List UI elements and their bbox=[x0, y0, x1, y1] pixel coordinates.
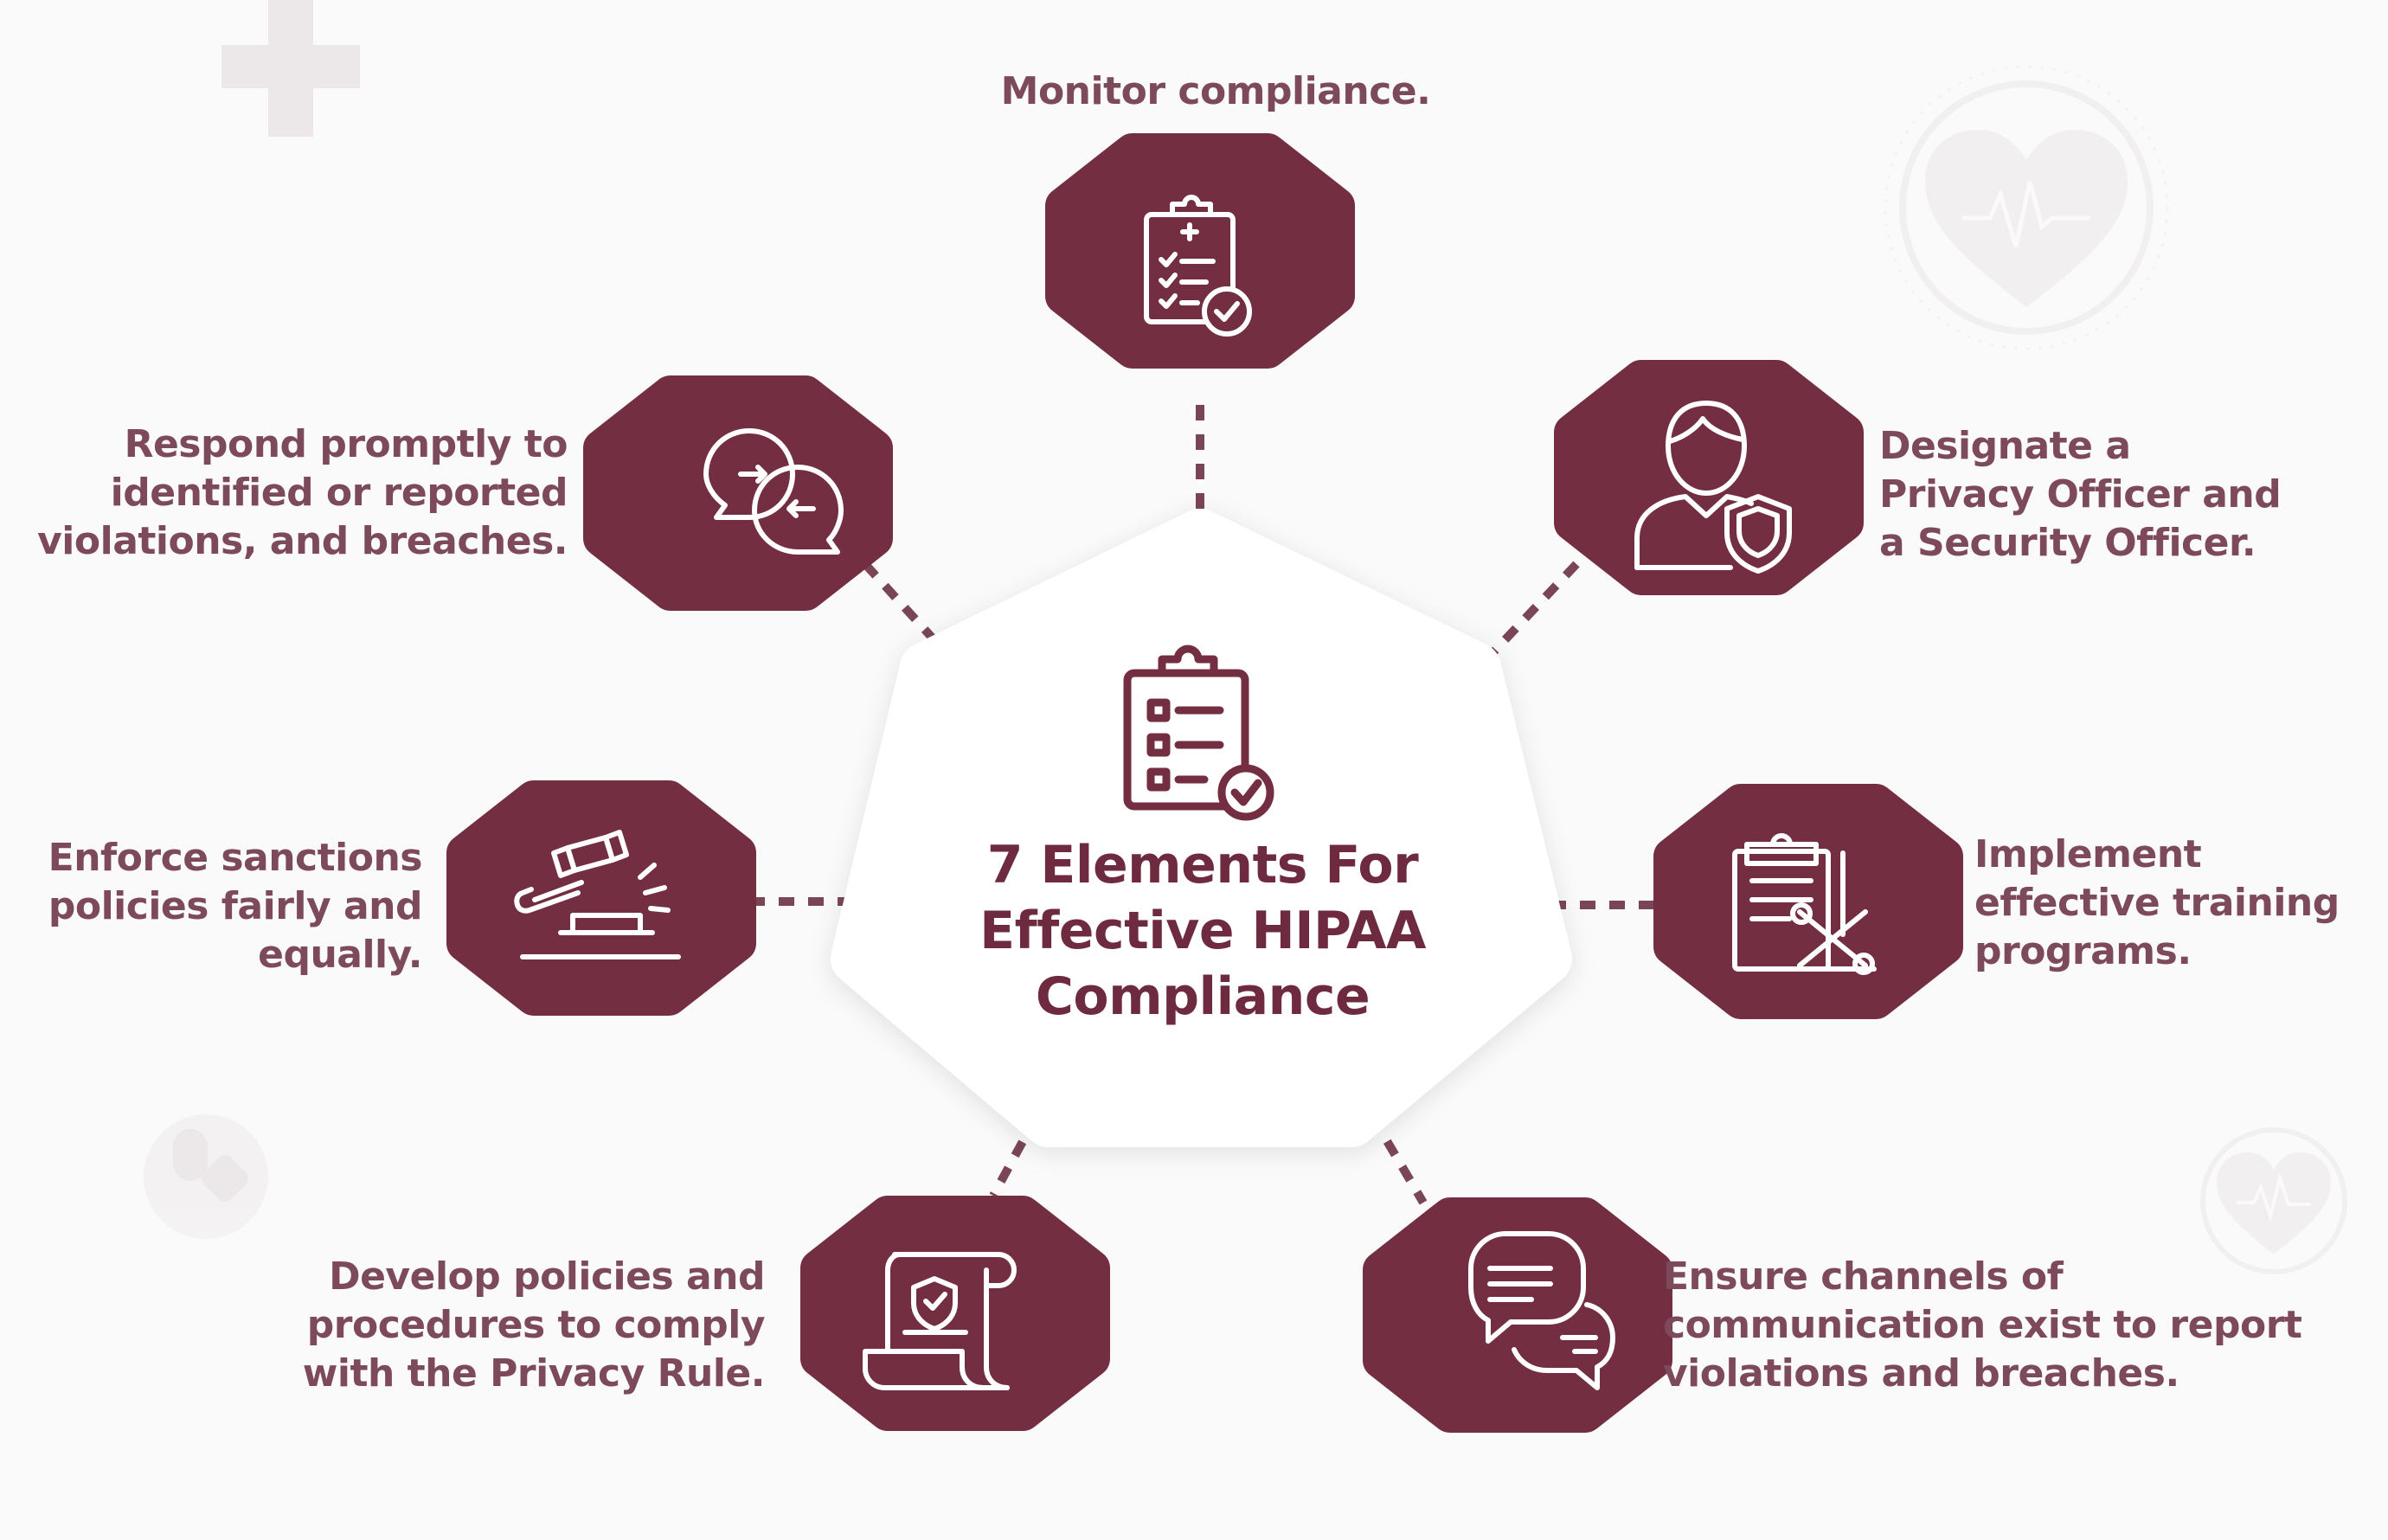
label-sanctions: Enforce sanctions policies fairly and eq… bbox=[35, 834, 423, 979]
label-monitor: Monitor compliance. bbox=[952, 67, 1480, 116]
title-line-3: Compliance bbox=[1035, 966, 1371, 1027]
hexagon-monitor[interactable] bbox=[1045, 133, 1355, 369]
label-training: Implement effective training programs. bbox=[1974, 831, 2340, 976]
clipboard-checklist-icon bbox=[1123, 645, 1274, 821]
clipboard-tools-icon bbox=[1732, 833, 1877, 975]
label-channels-line-3: violations and breaches. bbox=[1663, 1351, 2179, 1396]
officer-shield-icon bbox=[1634, 401, 1792, 574]
label-policies-line-2: procedures to comply bbox=[306, 1303, 766, 1347]
label-channels-line-1: Ensure channels of bbox=[1663, 1254, 2064, 1299]
center-heptagon bbox=[831, 509, 1572, 1147]
hexagon-sanctions[interactable] bbox=[446, 780, 756, 1016]
clipboard-medical-check-icon bbox=[1144, 195, 1252, 337]
label-sanctions-line-3: equally. bbox=[258, 933, 422, 977]
label-policies: Develop policies and procedures to compl… bbox=[242, 1253, 766, 1398]
heart-pulse-icon bbox=[1884, 65, 2169, 350]
diagram-title: 7 Elements For Effective HIPAA Complianc… bbox=[917, 832, 1488, 1030]
title-line-1: 7 Elements For bbox=[986, 835, 1419, 895]
label-respond-line-3: violations, and breaches. bbox=[37, 519, 568, 563]
heart-pulse-small-icon bbox=[2200, 1127, 2347, 1274]
exchange-chat-icon bbox=[703, 428, 844, 555]
label-designate-line-2: Privacy Officer and bbox=[1879, 472, 2282, 517]
policy-scroll-shield-icon bbox=[863, 1252, 1017, 1390]
label-training-line-1: Implement bbox=[1974, 832, 2202, 876]
label-policies-line-1: Develop policies and bbox=[329, 1254, 765, 1299]
label-policies-line-3: with the Privacy Rule. bbox=[302, 1351, 766, 1396]
pill-badge-icon bbox=[144, 1114, 268, 1239]
label-sanctions-line-1: Enforce sanctions bbox=[48, 836, 423, 880]
label-designate: Designate a Privacy Officer and a Securi… bbox=[1879, 422, 2282, 568]
hexagon-channels[interactable] bbox=[1363, 1197, 1672, 1433]
label-designate-line-1: Designate a bbox=[1879, 424, 2131, 468]
label-respond-line-1: Respond promptly to bbox=[124, 422, 568, 466]
label-channels-line-2: communication exist to report bbox=[1663, 1303, 2302, 1347]
label-sanctions-line-2: policies fairly and bbox=[48, 884, 423, 928]
label-designate-line-3: a Security Officer. bbox=[1879, 521, 2256, 565]
title-line-2: Effective HIPAA bbox=[979, 901, 1426, 961]
hexagon-designate[interactable] bbox=[1554, 360, 1864, 595]
medical-cross-icon bbox=[221, 0, 360, 137]
label-monitor-line-1: Monitor compliance. bbox=[1000, 69, 1431, 113]
gavel-icon bbox=[514, 830, 681, 959]
label-training-line-2: effective training bbox=[1974, 881, 2340, 925]
hexagons bbox=[446, 133, 1963, 1433]
label-channels: Ensure channels of communication exist t… bbox=[1663, 1253, 2302, 1398]
label-respond: Respond promptly to identified or report… bbox=[35, 420, 568, 566]
label-respond-line-2: identified or reported bbox=[110, 471, 568, 515]
label-training-line-3: programs. bbox=[1974, 929, 2192, 973]
speech-bubbles-icon bbox=[1468, 1231, 1615, 1390]
hexagon-respond[interactable] bbox=[583, 375, 893, 611]
